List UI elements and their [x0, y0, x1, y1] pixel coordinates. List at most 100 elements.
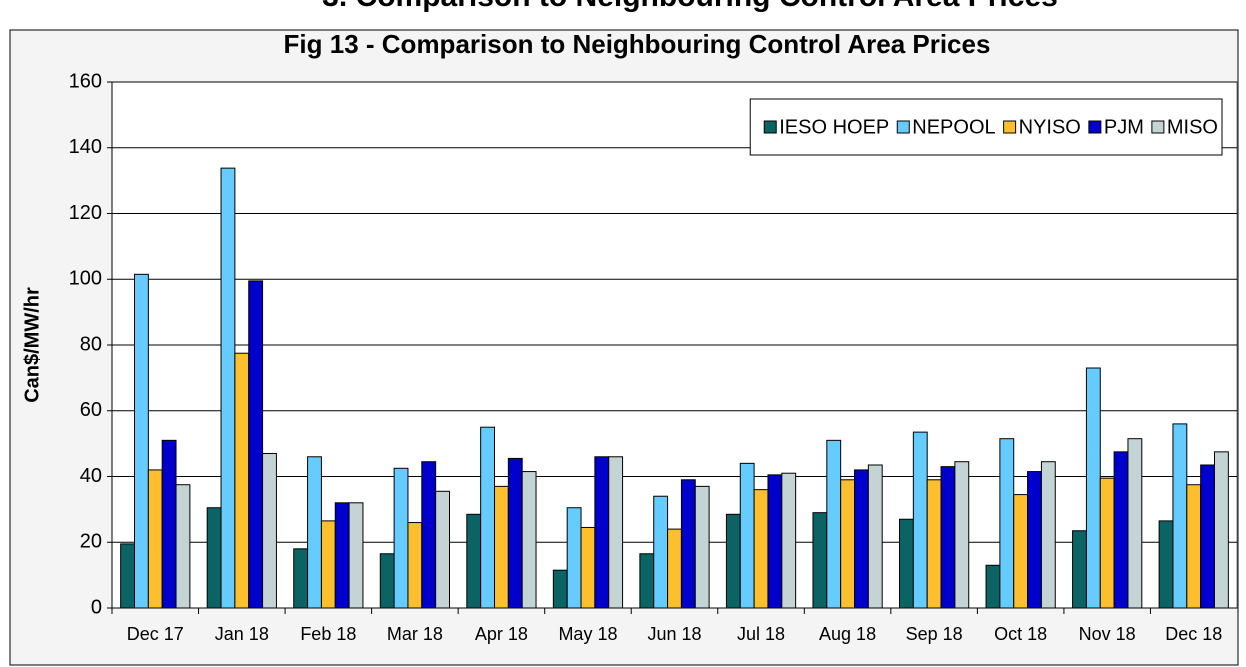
bar	[854, 469, 869, 609]
x-tick-label: Dec 18	[1165, 624, 1222, 644]
bar	[1172, 423, 1188, 609]
bar	[120, 543, 136, 609]
legend-swatch	[1151, 120, 1165, 134]
bar	[1040, 461, 1056, 609]
bar	[912, 431, 928, 609]
legend-label: MISO	[1167, 116, 1218, 138]
legend-label: IESO HOEP	[779, 116, 889, 138]
bar	[940, 466, 956, 609]
bar	[379, 553, 395, 609]
bar	[507, 457, 523, 609]
bar	[293, 548, 309, 609]
x-tick-label: Mar 18	[387, 624, 443, 644]
page-heading: 3. Comparison to Neighbouring Control Ar…	[322, 0, 1058, 13]
x-tick-label: Jun 18	[647, 624, 701, 644]
bar	[320, 520, 336, 609]
bar	[220, 167, 236, 609]
bar	[552, 569, 568, 609]
bar	[1186, 484, 1202, 609]
bar	[1127, 438, 1143, 609]
bar	[985, 564, 1001, 609]
bar	[812, 512, 828, 609]
bar	[653, 495, 669, 609]
y-axis-label: Can$/MW/hr	[21, 287, 43, 403]
legend-label: NYISO	[1019, 116, 1081, 138]
y-tick-label: 60	[80, 399, 102, 421]
bar	[134, 273, 149, 609]
bar	[521, 471, 537, 609]
bar	[334, 502, 350, 609]
bar	[608, 456, 624, 609]
bar	[1113, 451, 1129, 609]
bar	[393, 467, 409, 609]
x-tick-label: Jan 18	[215, 624, 269, 644]
bar	[840, 479, 856, 609]
bar	[667, 528, 682, 609]
bar	[867, 464, 883, 609]
bar	[248, 280, 264, 609]
bar	[1013, 494, 1029, 609]
bar	[206, 507, 222, 609]
y-tick-label: 0	[91, 596, 102, 618]
legend-swatch	[896, 120, 910, 134]
bar	[1158, 520, 1174, 609]
x-tick-label: Feb 18	[300, 624, 356, 644]
chart-title: Fig 13 - Comparison to Neighbouring Cont…	[284, 29, 991, 59]
bar	[566, 507, 582, 609]
bar	[421, 461, 437, 609]
bar	[753, 489, 769, 609]
legend-label: PJM	[1104, 116, 1144, 138]
bar	[435, 490, 450, 609]
bar	[739, 462, 755, 609]
y-tick-label: 40	[80, 465, 102, 487]
x-tick-label: Apr 18	[475, 624, 528, 644]
bar	[954, 461, 970, 609]
y-tick-label: 20	[80, 531, 102, 553]
bar	[466, 513, 482, 609]
bar	[348, 502, 364, 609]
bar	[407, 522, 423, 609]
bar	[826, 439, 842, 609]
bar	[307, 456, 322, 609]
x-tick-label: Dec 17	[127, 624, 184, 644]
legend	[749, 98, 1223, 156]
legend-swatch	[763, 120, 777, 134]
bar	[1027, 471, 1042, 609]
y-tick-label: 100	[69, 268, 102, 290]
bar	[480, 426, 495, 609]
bar	[494, 485, 509, 609]
x-tick-label: Oct 18	[994, 624, 1047, 644]
bar	[680, 479, 696, 609]
x-tick-label: Jul 18	[737, 624, 785, 644]
bar	[926, 479, 942, 609]
x-tick-label: Aug 18	[819, 624, 876, 644]
bar	[147, 469, 163, 609]
y-tick-label: 160	[69, 70, 102, 92]
legend-swatch	[1088, 120, 1102, 134]
bar	[999, 438, 1015, 609]
x-tick-label: May 18	[558, 624, 617, 644]
bar	[234, 352, 250, 609]
y-tick-label: 140	[69, 136, 102, 158]
bar	[175, 484, 191, 609]
bar	[580, 526, 596, 609]
bar	[1072, 530, 1087, 609]
bar	[594, 456, 610, 609]
bar	[1085, 367, 1101, 609]
bar	[1200, 464, 1215, 609]
x-tick-label: Sep 18	[906, 624, 963, 644]
y-tick-label: 120	[69, 202, 102, 224]
bar	[161, 439, 177, 609]
bar	[899, 518, 914, 609]
legend-swatch	[1003, 120, 1017, 134]
bar	[767, 474, 783, 609]
bar	[781, 472, 797, 609]
bar	[262, 452, 277, 609]
y-tick-label: 80	[80, 333, 102, 355]
x-tick-label: Nov 18	[1079, 624, 1136, 644]
legend-label: NEPOOL	[912, 116, 995, 138]
bar	[639, 553, 655, 609]
bar	[725, 513, 741, 609]
bar	[1099, 477, 1115, 609]
bar	[1214, 451, 1229, 609]
